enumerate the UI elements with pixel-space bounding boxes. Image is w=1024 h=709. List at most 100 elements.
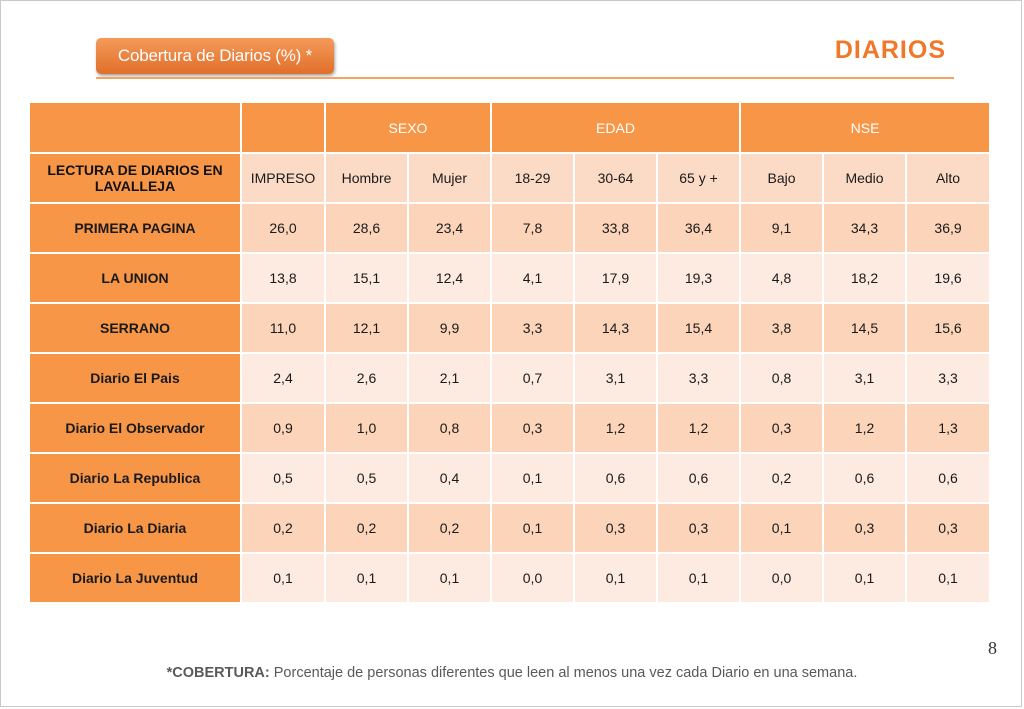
- row-label: Diario El Observador: [28, 402, 242, 454]
- table-cell: 4,1: [490, 252, 575, 304]
- column-header: 65 y +: [655, 152, 742, 204]
- footnote-text: Porcentaje de personas diferentes que le…: [269, 665, 858, 681]
- column-header: Bajo: [739, 152, 825, 204]
- table-row: PRIMERA PAGINA 26,0 28,6 23,4 7,8 33,8 36,4 9,1…: [28, 202, 992, 254]
- corner-label: LECTURA DE DIARIOS EN LAVALLEJA: [28, 152, 242, 204]
- table-cell: 2,1: [407, 352, 492, 404]
- table-cell: 15,6: [905, 302, 992, 354]
- table-cell: 0,1: [655, 552, 742, 604]
- row-label: Diario La Republica: [28, 452, 242, 504]
- page-title: DIARIOS: [834, 36, 946, 64]
- table-row: Diario La Republica 0,5 0,5 0,4 0,1 0,6 0,6 0,2…: [28, 452, 992, 504]
- row-label: LA UNION: [28, 252, 242, 304]
- table-cell: 14,3: [573, 302, 658, 354]
- column-header: Medio: [822, 152, 908, 204]
- table-cell: 0,1: [240, 552, 326, 604]
- table-cell: 0,6: [655, 452, 742, 504]
- table-cell: 0,8: [739, 352, 825, 404]
- table-cell: 15,4: [655, 302, 742, 354]
- column-header-row: LECTURA DE DIARIOS EN LAVALLEJA IMPRESO …: [28, 152, 992, 204]
- column-header: Hombre: [324, 152, 409, 204]
- column-header: 18-29: [490, 152, 575, 204]
- group-header-edad: EDAD: [489, 101, 742, 154]
- table-cell: 1,2: [655, 402, 742, 454]
- page-number: 8: [988, 638, 997, 658]
- table-cell: 36,9: [905, 202, 992, 254]
- table-cell: 0,3: [573, 502, 658, 554]
- group-header-sexo: SEXO: [324, 101, 492, 154]
- table-row: Diario El Pais 2,4 2,6 2,1 0,7 3,1 3,3 0,8 3,1 3,…: [28, 352, 992, 404]
- column-header: IMPRESO: [240, 152, 326, 204]
- table-cell: 0,3: [490, 402, 575, 454]
- table-cell: 0,1: [739, 502, 825, 554]
- row-label: Diario La Diaria: [28, 502, 242, 554]
- table-cell: 0,1: [407, 552, 492, 604]
- table-cell: 1,2: [573, 402, 658, 454]
- table-cell: 0,6: [573, 452, 658, 504]
- table-cell: 1,2: [822, 402, 908, 454]
- footnote-label: *COBERTURA:: [166, 665, 270, 681]
- row-label: PRIMERA PAGINA: [28, 202, 242, 254]
- table-cell: 0,6: [822, 452, 908, 504]
- table-cell: 2,4: [240, 352, 326, 404]
- table-cell: 28,6: [324, 202, 409, 254]
- impreso-group-cell: [240, 101, 326, 154]
- table-cell: 0,2: [324, 502, 409, 554]
- table-cell: 0,1: [324, 552, 409, 604]
- table-cell: 0,0: [490, 552, 575, 604]
- table-cell: 0,6: [905, 452, 992, 504]
- group-header-row: SEXO EDAD NSE: [28, 101, 992, 154]
- table-cell: 0,1: [490, 452, 575, 504]
- table-cell: 11,0: [240, 302, 326, 354]
- table-cell: 34,3: [822, 202, 908, 254]
- table-cell: 23,4: [407, 202, 492, 254]
- table-cell: 7,8: [490, 202, 575, 254]
- table-cell: 3,1: [573, 352, 658, 404]
- column-header: 30-64: [573, 152, 658, 204]
- table-cell: 33,8: [573, 202, 658, 254]
- table-cell: 0,1: [573, 552, 658, 604]
- table-cell: 0,1: [822, 552, 908, 604]
- corner-empty-cell: [28, 101, 242, 154]
- table-cell: 0,1: [905, 552, 992, 604]
- table-cell: 0,1: [490, 502, 575, 554]
- section-tab-label: Cobertura de Diarios (%) *: [117, 46, 313, 65]
- table-cell: 36,4: [655, 202, 742, 254]
- table-cell: 0,2: [240, 502, 326, 554]
- table-cell: 12,4: [407, 252, 492, 304]
- table-cell: 17,9: [573, 252, 658, 304]
- row-label: Diario El Pais: [28, 352, 242, 404]
- table-cell: 9,1: [739, 202, 825, 254]
- table-cell: 12,1: [324, 302, 409, 354]
- table-row: LA UNION 13,8 15,1 12,4 4,1 17,9 19,3 4,8 18,2 19…: [28, 252, 992, 304]
- table-row: Diario La Diaria 0,2 0,2 0,2 0,1 0,3 0,3 0,1 0,3…: [28, 502, 992, 554]
- table-cell: 3,1: [822, 352, 908, 404]
- table-cell: 0,7: [490, 352, 575, 404]
- table-cell: 4,8: [739, 252, 825, 304]
- table-cell: 0,3: [739, 402, 825, 454]
- table-cell: 19,3: [655, 252, 742, 304]
- table-row: Diario El Observador 0,9 1,0 0,8 0,3 1,2 1,2 0,…: [28, 402, 992, 454]
- table-cell: 0,2: [739, 452, 825, 504]
- table-cell: 0,0: [739, 552, 825, 604]
- footnote: *COBERTURA: Porcentaje de personas difer…: [0, 665, 1024, 681]
- table-cell: 13,8: [240, 252, 326, 304]
- column-header: Mujer: [407, 152, 492, 204]
- table-cell: 15,1: [324, 252, 409, 304]
- table-cell: 0,2: [407, 502, 492, 554]
- table-cell: 0,5: [324, 452, 409, 504]
- group-header-nse: NSE: [739, 101, 992, 154]
- table-cell: 19,6: [905, 252, 992, 304]
- header-divider: [96, 77, 954, 79]
- table-cell: 3,3: [655, 352, 742, 404]
- table-cell: 0,3: [822, 502, 908, 554]
- table-cell: 2,6: [324, 352, 409, 404]
- table-cell: 3,8: [739, 302, 825, 354]
- row-label: SERRANO: [28, 302, 242, 354]
- table-cell: 0,3: [905, 502, 992, 554]
- table-cell: 9,9: [407, 302, 492, 354]
- table-cell: 3,3: [490, 302, 575, 354]
- coverage-table: SEXO EDAD NSE LECTURA DE DIARIOS EN LAVA…: [28, 101, 992, 604]
- table-cell: 14,5: [822, 302, 908, 354]
